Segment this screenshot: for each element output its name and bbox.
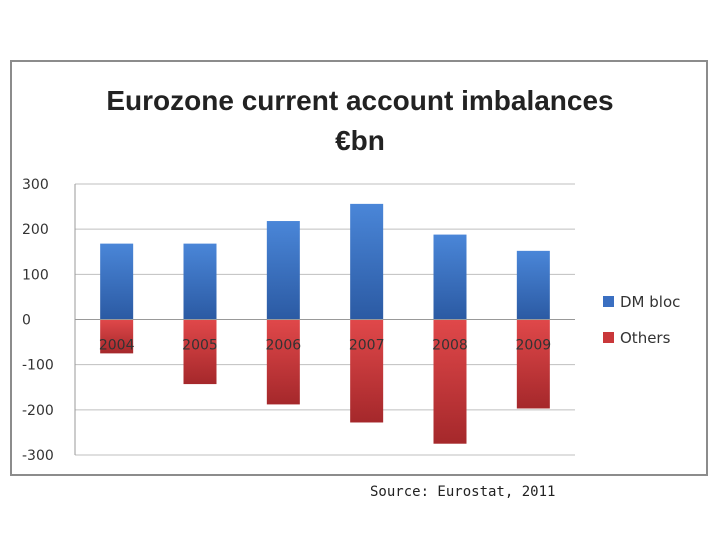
chart-title-line-2: €bn xyxy=(335,125,385,156)
bar-dm-bloc xyxy=(100,243,134,320)
y-tick-label: -200 xyxy=(22,403,54,419)
bar-dm-bloc xyxy=(266,221,300,320)
y-tick-label: -100 xyxy=(22,358,54,374)
y-tick-label: 200 xyxy=(22,222,49,238)
y-tick-label: 0 xyxy=(22,313,31,329)
x-tick-label: 2009 xyxy=(516,338,552,354)
bar-others xyxy=(433,319,467,444)
legend-label: DM bloc xyxy=(620,293,680,311)
legend-label: Others xyxy=(620,329,671,347)
y-tick-label: 100 xyxy=(22,267,49,283)
x-tick-label: 2007 xyxy=(349,338,385,354)
x-tick-label: 2008 xyxy=(432,338,468,354)
plot-area: 300 200 100 0 -100 -200 -300 2004 2005 2006 2007 20… xyxy=(22,177,575,464)
x-tick-label: 2005 xyxy=(182,338,218,354)
x-tick-label: 2004 xyxy=(99,338,135,354)
x-tick-label: 2006 xyxy=(266,338,302,354)
source-note: Source: Eurostat, 2011 xyxy=(370,484,556,500)
bar-dm-bloc xyxy=(433,234,467,320)
legend-swatch xyxy=(603,332,614,343)
bar-others xyxy=(266,319,300,405)
y-tick-label: -300 xyxy=(22,448,54,464)
bar-dm-bloc xyxy=(516,250,550,320)
bar-others xyxy=(183,319,217,385)
chart-title-line-1: Eurozone current account imbalances xyxy=(106,85,613,116)
y-tick-label: 300 xyxy=(22,177,49,193)
bar-dm-bloc xyxy=(350,203,384,320)
bar-dm-bloc xyxy=(183,243,217,320)
legend-swatch xyxy=(603,296,614,307)
legend: DM bloc Others xyxy=(603,293,680,347)
bar-others xyxy=(100,319,134,354)
bar-others xyxy=(350,319,384,423)
bar-others xyxy=(516,319,550,409)
